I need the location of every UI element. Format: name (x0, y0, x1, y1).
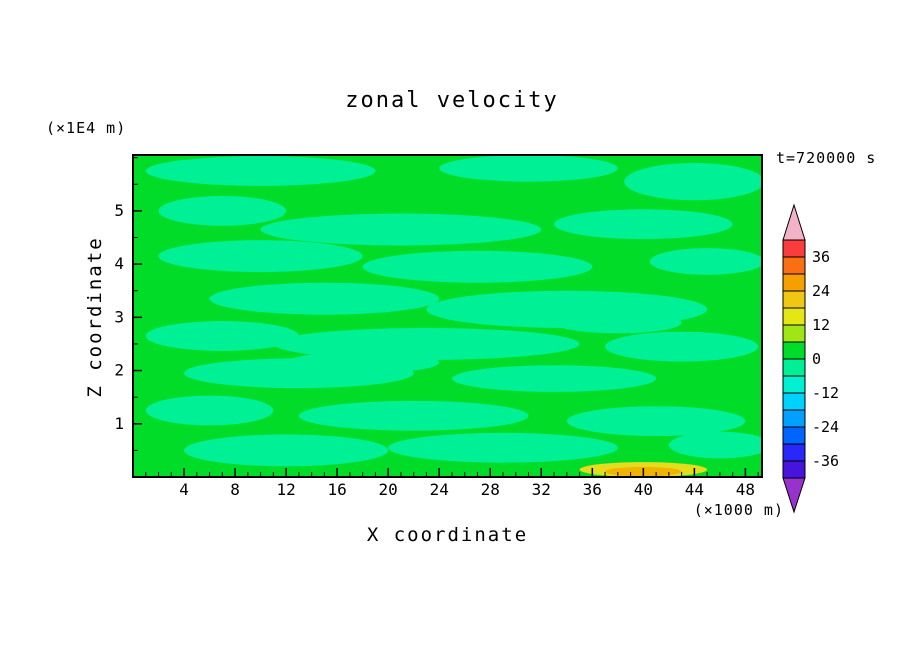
time-annotation: t=720000 s (776, 149, 877, 167)
contour-patch (209, 282, 440, 315)
colorbar-under-arrow (782, 477, 806, 514)
colorbar-band (782, 375, 806, 394)
y-tick-label: 2 (114, 361, 124, 380)
contour-patch (260, 213, 542, 246)
contour-field (133, 155, 762, 477)
x-tick-label: 12 (276, 480, 295, 499)
contour-patch (184, 434, 389, 467)
colorbar-band (782, 460, 806, 479)
contour-patch (158, 195, 287, 226)
contour-patch (439, 155, 618, 182)
colorbar-band (782, 307, 806, 326)
contour-patch (566, 406, 746, 437)
colorbar-tick-label: 12 (812, 316, 830, 334)
colorbar-tick-label: -12 (812, 384, 839, 402)
x-axis-label: X coordinate (366, 524, 529, 546)
colorbar-band (782, 273, 806, 292)
x-axis-units: (×1000 m) (693, 501, 784, 519)
contour-patch (624, 162, 762, 201)
x-tick-label: 44 (685, 480, 704, 499)
colorbar-tick-label: -24 (812, 418, 839, 436)
x-tick-label: 24 (430, 480, 449, 499)
x-tick-label: 40 (634, 480, 653, 499)
plot-frame (132, 154, 763, 478)
contour-patch (362, 250, 593, 283)
x-tick-label: 8 (230, 480, 240, 499)
colorbar-band (782, 290, 806, 309)
y-axis-units: (×1E4 m) (46, 119, 127, 137)
contour-patch (554, 209, 733, 240)
contour-patch (145, 156, 376, 186)
colorbar-band (782, 239, 806, 258)
colorbar-band (782, 341, 806, 360)
x-tick-label: 16 (328, 480, 347, 499)
contour-patch (649, 248, 762, 275)
colorbar-band (782, 443, 806, 462)
contour-patch (554, 312, 682, 334)
y-axis-label: Z coordinate (84, 236, 106, 398)
colorbar-band (782, 324, 806, 343)
colorbar-band (782, 426, 806, 445)
y-tick-label: 3 (114, 307, 124, 326)
contour-patch (451, 365, 657, 392)
x-tick-label: 4 (179, 480, 189, 499)
colorbar-band (782, 409, 806, 428)
x-tick-label: 20 (379, 480, 398, 499)
contour-patch (605, 331, 759, 362)
contour-patch (158, 240, 363, 273)
colorbar-band (782, 358, 806, 377)
y-tick-label: 1 (114, 414, 124, 433)
x-tick-label: 48 (736, 480, 755, 499)
x-tick-label: 36 (583, 480, 602, 499)
colorbar-tick-label: 24 (812, 282, 830, 300)
y-tick-label: 5 (114, 201, 124, 220)
y-tick-label: 4 (114, 254, 124, 273)
contour-patch (668, 431, 762, 459)
colorbar-over-arrow (782, 203, 806, 241)
colorbar-tick-label: -36 (812, 452, 839, 470)
contour-patch (145, 395, 274, 426)
colorbar-tick-label: 36 (812, 248, 830, 266)
colorbar-tick-label: 0 (812, 350, 821, 368)
contour-patch (388, 432, 618, 463)
colorbar-band (782, 256, 806, 275)
contour-patch (273, 327, 580, 360)
x-tick-label: 28 (481, 480, 500, 499)
colorbar-band (782, 392, 806, 411)
x-tick-label: 32 (532, 480, 551, 499)
contour-patch (298, 400, 529, 431)
contour-patch (145, 321, 299, 351)
chart-title: zonal velocity (345, 88, 559, 113)
contour-patch (286, 351, 440, 374)
